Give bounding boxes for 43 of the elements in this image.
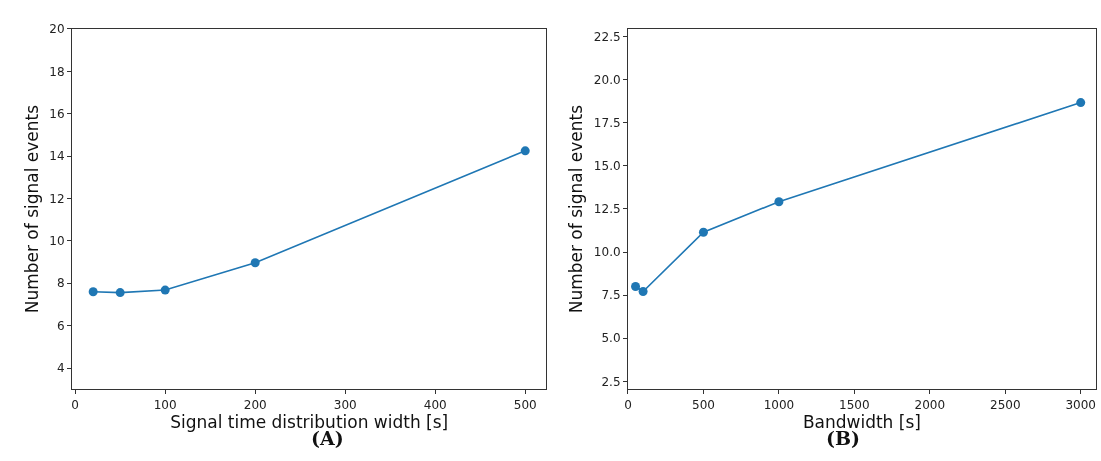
point <box>631 282 641 292</box>
x-tick-label: 300 <box>333 397 357 412</box>
y-tick-label: 12 <box>49 191 65 206</box>
y-tick-label: 15.0 <box>593 159 621 174</box>
point <box>774 197 784 207</box>
y-tick-label: 22.5 <box>593 29 621 44</box>
y-tick-label: 8 <box>56 276 65 291</box>
x-tick-label: 500 <box>513 397 537 412</box>
point <box>88 287 98 297</box>
y-axis-title: Number of signal events <box>566 104 587 314</box>
y-tick-label: 5.0 <box>601 331 621 346</box>
y-tick-label: 10.0 <box>593 245 621 260</box>
point <box>160 285 170 295</box>
y-tick-label: 20.0 <box>593 72 621 87</box>
point <box>1076 98 1086 108</box>
point <box>115 288 125 298</box>
x-tick-label: 1500 <box>839 397 870 412</box>
y-tick-label: 2.5 <box>601 374 621 389</box>
y-tick-label: 17.5 <box>593 115 621 130</box>
y-tick-label: 20 <box>49 22 65 37</box>
x-tick-label: 400 <box>423 397 447 412</box>
x-tick-label: 200 <box>243 397 267 412</box>
y-tick-label: 4 <box>56 361 65 376</box>
point <box>638 287 648 297</box>
point <box>698 227 708 237</box>
y-tick-label: 10 <box>49 234 65 249</box>
x-tick-label: 2000 <box>914 397 946 412</box>
y-axis-title: Number of signal events <box>21 104 42 314</box>
x-tick-label: 2500 <box>990 397 1021 412</box>
y-tick-label: 16 <box>49 106 65 121</box>
y-tick-label: 14 <box>49 149 65 164</box>
x-tick-label: 0 <box>71 397 79 412</box>
x-tick-label: 500 <box>691 397 715 412</box>
y-tick-label: 7.5 <box>601 288 621 303</box>
x-tick-label: 3000 <box>1065 397 1097 412</box>
point <box>250 258 260 268</box>
x-tick-label: 0 <box>624 397 632 412</box>
y-tick-label: 6 <box>56 318 65 333</box>
x-tick-label: 100 <box>153 397 177 412</box>
point <box>520 146 530 156</box>
y-tick-label: 12.5 <box>593 202 621 217</box>
x-tick-label: 1000 <box>763 397 795 412</box>
y-tick-label: 18 <box>49 64 65 79</box>
